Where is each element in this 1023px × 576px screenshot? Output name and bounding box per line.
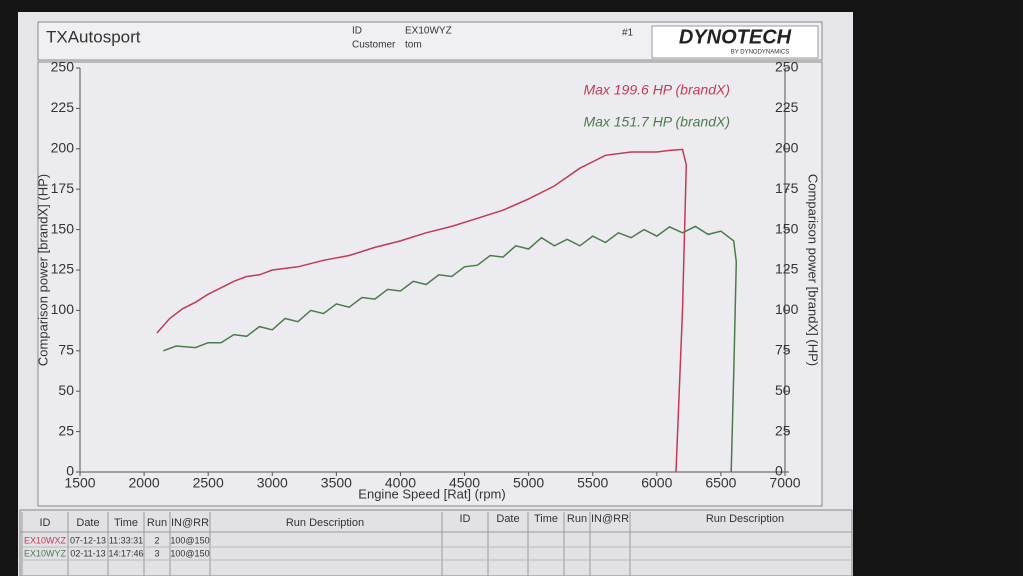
series-line bbox=[156, 148, 688, 473]
table-cell: 100@150 bbox=[170, 535, 209, 545]
y-tick-label: 250 bbox=[51, 59, 75, 75]
run-table bbox=[19, 509, 853, 576]
id-value: EX10WYZ bbox=[405, 26, 452, 37]
x-tick-label: 1500 bbox=[64, 475, 95, 491]
table-cell: 3 bbox=[154, 548, 159, 558]
x-tick-label: 6500 bbox=[705, 475, 736, 491]
y2-tick-label: 125 bbox=[775, 261, 799, 277]
table-cell: 11:33:31 bbox=[109, 535, 143, 545]
table-cell: 100@150 bbox=[170, 548, 209, 558]
y-tick-label: 150 bbox=[51, 220, 75, 236]
table-header: Run Description bbox=[706, 513, 784, 525]
annotation: Max 151.7 HP (brandX) bbox=[583, 114, 730, 130]
x-tick-label: 4500 bbox=[449, 475, 480, 491]
table-header: Run bbox=[147, 517, 167, 529]
table-cell: 07-12-13 bbox=[70, 535, 106, 545]
logo: DYNOTECH bbox=[679, 26, 792, 48]
x-axis-label: Engine Speed [Rat] (rpm) bbox=[358, 486, 505, 501]
table-header: IN@RR bbox=[591, 513, 629, 525]
y2-tick-label: 250 bbox=[775, 59, 799, 75]
x-tick-label: 5500 bbox=[577, 475, 608, 491]
y2-tick-label: 175 bbox=[775, 180, 799, 196]
table-header: Run Description bbox=[286, 517, 364, 529]
table-header: IN@RR bbox=[171, 517, 209, 529]
y-tick-label: 175 bbox=[51, 180, 75, 196]
table-cell: EX10WYZ bbox=[24, 548, 67, 558]
table-cell: 2 bbox=[154, 535, 159, 545]
y-tick-label: 50 bbox=[58, 382, 74, 398]
table-header: Time bbox=[114, 517, 138, 529]
table-header: Date bbox=[496, 513, 519, 525]
table-cell: 02-11-13 bbox=[70, 548, 105, 558]
x-tick-label: 5000 bbox=[513, 475, 544, 491]
y2-tick-label: 0 bbox=[775, 463, 783, 479]
table-header: Date bbox=[76, 517, 99, 529]
x-tick-label: 7000 bbox=[769, 475, 800, 491]
logo-sub: BY DYNODYNAMICS bbox=[731, 50, 790, 56]
table-header: ID bbox=[460, 513, 471, 525]
logo-box bbox=[651, 25, 819, 59]
y-tick-label: 125 bbox=[51, 261, 75, 277]
y-tick-label: 200 bbox=[51, 140, 75, 156]
y-tick-label: 0 bbox=[66, 463, 74, 479]
y2-tick-label: 50 bbox=[775, 382, 791, 398]
customer-label: Customer bbox=[352, 40, 396, 51]
table-cell: EX10WXZ bbox=[24, 535, 67, 545]
x-tick-label: 4000 bbox=[385, 475, 416, 491]
y-tick-label: 75 bbox=[58, 342, 74, 358]
table-header: Run bbox=[567, 513, 587, 525]
y2-tick-label: 150 bbox=[775, 220, 799, 236]
y-tick-label: 225 bbox=[51, 99, 75, 115]
table-header: Time bbox=[534, 513, 558, 525]
y2-tick-label: 100 bbox=[775, 301, 799, 317]
page-number: #1 bbox=[622, 28, 634, 39]
x-tick-label: 2000 bbox=[129, 475, 160, 491]
table-cell: 14:17:46 bbox=[108, 548, 143, 558]
y2-tick-label: 25 bbox=[775, 422, 791, 438]
x-tick-label: 3500 bbox=[321, 475, 352, 491]
y2-tick-label: 225 bbox=[775, 99, 799, 115]
y-axis-label: Comparison power [brandX] (HP) bbox=[35, 174, 50, 366]
customer-value: tom bbox=[405, 40, 422, 51]
x-tick-label: 3000 bbox=[257, 475, 288, 491]
y2-tick-label: 200 bbox=[775, 140, 799, 156]
series-line bbox=[163, 225, 738, 473]
annotation: Max 199.6 HP (brandX) bbox=[583, 82, 730, 98]
x-tick-label: 2500 bbox=[193, 475, 224, 491]
y-tick-label: 100 bbox=[51, 301, 75, 317]
id-label: ID bbox=[352, 26, 362, 37]
plot-frame bbox=[37, 61, 823, 507]
header-title: TXAutosport bbox=[46, 27, 141, 46]
table-header: ID bbox=[40, 517, 51, 529]
y2-tick-label: 75 bbox=[775, 342, 791, 358]
x-tick-label: 6000 bbox=[641, 475, 672, 491]
y-tick-label: 25 bbox=[58, 422, 74, 438]
y2-axis-label: Comparison power [brandX] (HP) bbox=[806, 174, 821, 366]
